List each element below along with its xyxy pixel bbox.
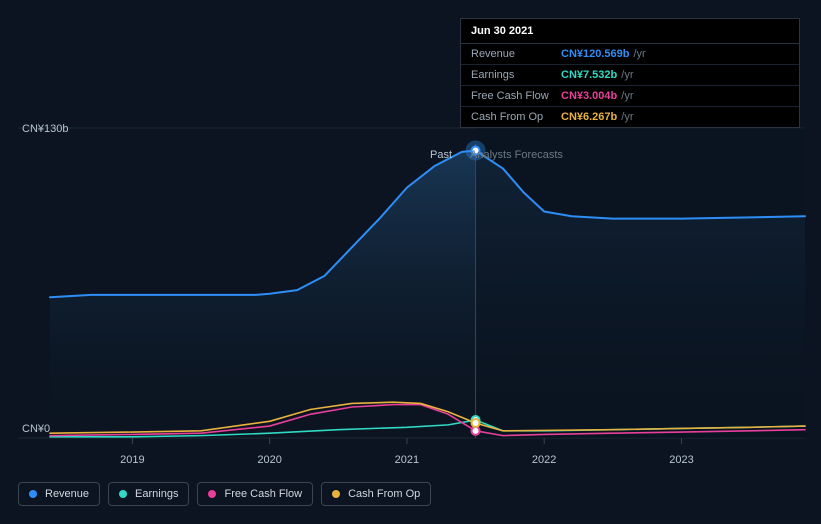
legend-item-label: Free Cash Flow bbox=[224, 488, 302, 500]
legend-item-cfo[interactable]: Cash From Op bbox=[321, 482, 431, 506]
financial-chart: CN¥130b CN¥0 Past Analysts Forecasts 201… bbox=[0, 0, 821, 524]
y-tick-label-0: CN¥0 bbox=[22, 423, 50, 435]
legend-item-earnings[interactable]: Earnings bbox=[108, 482, 189, 506]
tooltip-row-label: Free Cash Flow bbox=[471, 90, 561, 102]
x-tick-label: 2023 bbox=[669, 454, 693, 466]
x-tick-label: 2019 bbox=[120, 454, 144, 466]
tooltip-row: EarningsCN¥7.532b/yr bbox=[461, 65, 799, 86]
legend-dot-icon bbox=[332, 490, 340, 498]
legend-item-fcf[interactable]: Free Cash Flow bbox=[197, 482, 313, 506]
tooltip-title: Jun 30 2021 bbox=[461, 19, 799, 44]
tooltip-row-value: CN¥6.267b bbox=[561, 111, 617, 123]
tooltip-row: Cash From OpCN¥6.267b/yr bbox=[461, 107, 799, 127]
chart-legend: Revenue Earnings Free Cash Flow Cash From O… bbox=[18, 482, 431, 506]
tooltip-row: RevenueCN¥120.569b/yr bbox=[461, 44, 799, 65]
tooltip-row-label: Earnings bbox=[471, 69, 561, 81]
legend-dot-icon bbox=[119, 490, 127, 498]
past-label: Past bbox=[430, 149, 452, 161]
x-tick-label: 2020 bbox=[257, 454, 281, 466]
tooltip-row-value: CN¥7.532b bbox=[561, 69, 617, 81]
legend-dot-icon bbox=[208, 490, 216, 498]
tooltip-row-unit: /yr bbox=[621, 69, 633, 81]
tooltip-row-unit: /yr bbox=[621, 111, 633, 123]
forecast-label: Analysts Forecasts bbox=[470, 149, 563, 161]
tooltip-row-value: CN¥3.004b bbox=[561, 90, 617, 102]
tooltip-row: Free Cash FlowCN¥3.004b/yr bbox=[461, 86, 799, 107]
legend-item-revenue[interactable]: Revenue bbox=[18, 482, 100, 506]
tooltip-row-unit: /yr bbox=[634, 48, 646, 60]
legend-dot-icon bbox=[29, 490, 37, 498]
tooltip-row-value: CN¥120.569b bbox=[561, 48, 630, 60]
x-tick-label: 2021 bbox=[395, 454, 419, 466]
x-tick-label: 2022 bbox=[532, 454, 556, 466]
chart-tooltip: Jun 30 2021 RevenueCN¥120.569b/yrEarning… bbox=[460, 18, 800, 128]
legend-item-label: Cash From Op bbox=[348, 488, 420, 500]
tooltip-row-label: Cash From Op bbox=[471, 111, 561, 123]
y-tick-label-130: CN¥130b bbox=[22, 123, 68, 135]
legend-item-label: Earnings bbox=[135, 488, 178, 500]
legend-item-label: Revenue bbox=[45, 488, 89, 500]
tooltip-row-unit: /yr bbox=[621, 90, 633, 102]
tooltip-row-label: Revenue bbox=[471, 48, 561, 60]
